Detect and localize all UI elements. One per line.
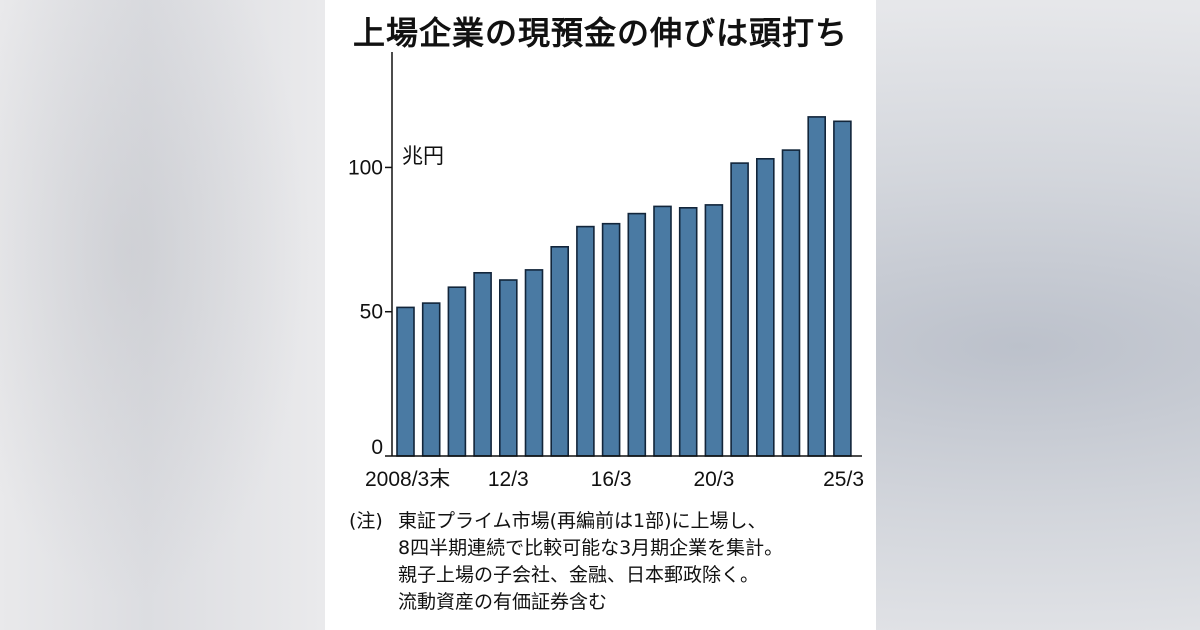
note-line-4: 流動資産の有価証券含む [398, 591, 608, 613]
bar-2018/3 [653, 205, 672, 457]
bar-2012/3 [499, 279, 518, 457]
bar-2009/3 [421, 302, 441, 457]
note-line-2: 8四半期連続で比較可能な3月期企業を集計。 [398, 537, 784, 559]
x-tick-label-2012/3: 12/3 [488, 468, 529, 491]
bar-2025/3 [833, 120, 852, 457]
bar-2015/3 [576, 225, 595, 457]
bar-2024/3 [807, 116, 827, 457]
bar-2023/3 [781, 149, 801, 457]
bar-2022/3 [755, 158, 775, 457]
y-tick-label-50: 50 [360, 301, 383, 324]
y-tick-label-100: 100 [348, 156, 383, 179]
y-axis-unit-label: 兆円 [402, 144, 444, 168]
note-text-1: 東証プライム市場(再編前は1部)に上場し、 [398, 510, 767, 532]
bars-layer [396, 116, 852, 457]
note-line-3: 親子上場の子会社、金融、日本郵政除く。 [398, 564, 760, 586]
bar-2008/3 [396, 306, 415, 457]
bar-2020/3 [704, 204, 724, 457]
x-tick-label-2025/3: 25/3 [823, 468, 864, 491]
y-tick-label-0: 0 [371, 436, 383, 459]
notes-block: (注) 東証プライム市場(再編前は1部)に上場し、 8四半期連続で比較可能な3月… [349, 508, 783, 616]
background-left [0, 0, 325, 630]
bar-2013/3 [524, 269, 544, 457]
bar-2019/3 [678, 207, 698, 457]
bar-2010/3 [447, 286, 467, 457]
y-ticks-layer: 0 50 100 [348, 156, 392, 459]
chart-title: 上場企業の現預金の伸びは頭打ち [352, 14, 848, 52]
x-tick-label-2008/3: 2008/3末 [365, 468, 450, 491]
bar-2016/3 [601, 222, 621, 457]
bar-2014/3 [550, 246, 569, 457]
note-line-1: (注) 東証プライム市場(再編前は1部)に上場し、 [349, 508, 783, 535]
x-tick-label-2016/3: 16/3 [591, 468, 632, 491]
note-prefix: (注) [349, 510, 383, 532]
bar-2021/3 [730, 162, 749, 457]
bar-2011/3 [473, 271, 492, 457]
bar-2017/3 [627, 212, 647, 457]
bar-chart: 0 50 100 2008/3末 12/3 16/3 20/3 25/3 兆円 [348, 52, 864, 491]
chart-card: 上場企業の現預金の伸びは頭打ち 0 50 100 2008/3末 12/3 16/3 20… [325, 0, 876, 630]
x-ticks-layer: 2008/3末 12/3 16/3 20/3 25/3 [365, 468, 864, 491]
x-tick-label-2020/3: 20/3 [693, 468, 734, 491]
